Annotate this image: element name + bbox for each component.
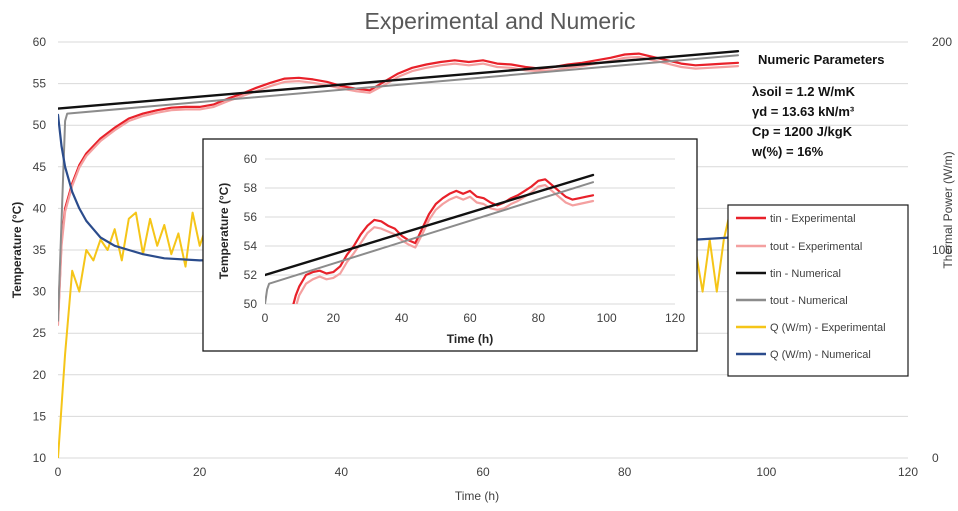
legend-entry: tout - Experimental xyxy=(770,241,862,253)
x-tick-label: 0 xyxy=(55,465,62,479)
legend-entry: tin - Experimental xyxy=(770,213,856,225)
inset-x-tick-label: 20 xyxy=(327,311,341,325)
inset-x-tick-label: 80 xyxy=(532,311,546,325)
y-tick-label: 50 xyxy=(33,118,47,132)
annotation-line: w(%) = 16% xyxy=(751,144,824,159)
inset-y-tick-label: 54 xyxy=(244,239,258,253)
legend-entry: tout - Numerical xyxy=(770,295,848,307)
y-tick-label: 35 xyxy=(33,243,47,257)
inset-y-tick-label: 60 xyxy=(244,152,258,166)
annotation-line: λsoil = 1.2 W/mK xyxy=(752,84,856,99)
x-tick-label: 100 xyxy=(756,465,776,479)
annotation-line: γd = 13.63 kN/m³ xyxy=(752,104,855,119)
inset-series-line xyxy=(265,181,594,304)
inset-y-tick-label: 58 xyxy=(244,181,258,195)
x-tick-label: 80 xyxy=(618,465,632,479)
y2-axis-label: Thermal Power (W/m) xyxy=(941,151,955,268)
y2-tick-label: 100 xyxy=(932,243,952,257)
inset-y-tick-label: 52 xyxy=(244,268,258,282)
y-tick-label: 60 xyxy=(33,35,47,49)
y-tick-label: 40 xyxy=(33,201,47,215)
inset-y-tick-label: 50 xyxy=(244,297,258,311)
y-axis-label: Temperature (°C) xyxy=(10,202,24,299)
legend-box xyxy=(727,204,909,377)
x-tick-label: 40 xyxy=(335,465,349,479)
x-tick-label: 20 xyxy=(193,465,207,479)
chart-title: Experimental and Numeric xyxy=(364,8,635,34)
inset-series-line xyxy=(265,173,595,277)
inset-x-tick-label: 40 xyxy=(395,311,409,325)
y2-tick-label: 200 xyxy=(932,35,952,49)
legend-entry: tin - Numerical xyxy=(770,268,841,280)
y-tick-label: 10 xyxy=(33,451,47,465)
legend-entry: Q (W/m) - Numerical xyxy=(770,349,871,361)
legend-entry: Q (W/m) - Experimental xyxy=(770,322,886,334)
inset-series-line xyxy=(292,178,595,304)
inset-x-tick-label: 100 xyxy=(597,311,617,325)
series-line xyxy=(58,54,739,322)
inset-series-line xyxy=(295,184,595,304)
annotation-heading: Numeric Parameters xyxy=(758,52,884,67)
y2-tick-label: 0 xyxy=(932,451,939,465)
y-tick-label: 45 xyxy=(33,160,47,174)
inset-x-tick-label: 0 xyxy=(262,311,269,325)
x-axis-label: Time (h) xyxy=(455,489,499,503)
y-tick-label: 15 xyxy=(33,409,47,423)
y-tick-label: 25 xyxy=(33,326,47,340)
annotation-line: Cp = 1200 J/kgK xyxy=(752,124,853,139)
y-tick-label: 20 xyxy=(33,368,47,382)
inset-frame xyxy=(202,138,698,352)
series-line xyxy=(58,55,740,326)
y-tick-label: 55 xyxy=(33,77,47,91)
inset-y-axis-label: Temperature (°C) xyxy=(217,183,231,280)
series-line xyxy=(58,50,740,110)
y-tick-label: 30 xyxy=(33,285,47,299)
inset-x-tick-label: 120 xyxy=(665,311,685,325)
x-tick-label: 60 xyxy=(476,465,490,479)
inset-x-axis-label: Time (h) xyxy=(447,332,493,346)
inset-x-tick-label: 60 xyxy=(463,311,477,325)
inset-y-tick-label: 56 xyxy=(244,210,258,224)
x-tick-label: 120 xyxy=(898,465,918,479)
